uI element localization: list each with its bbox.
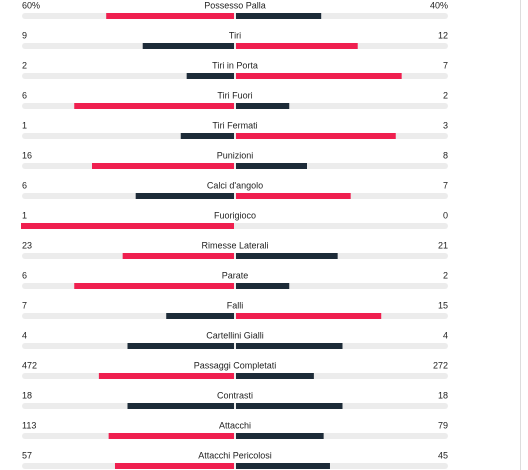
home-value: 113	[22, 420, 36, 430]
stat-label: Tiri in Porta	[212, 60, 258, 70]
away-bar	[236, 343, 343, 349]
away-value: 7	[443, 180, 448, 190]
away-bar	[236, 373, 314, 379]
away-value: 7	[443, 60, 448, 70]
home-bar	[21, 223, 234, 229]
away-bar	[236, 163, 307, 169]
bar-track	[22, 433, 448, 439]
bar-track	[22, 343, 448, 349]
home-value: 4	[22, 330, 27, 340]
home-bar	[74, 103, 234, 109]
home-bar	[92, 163, 234, 169]
home-bar	[127, 403, 234, 409]
away-value: 45	[438, 450, 448, 460]
bar-track	[22, 13, 448, 19]
home-bar	[114, 463, 234, 469]
home-value: 23	[22, 240, 32, 250]
away-value: 2	[443, 90, 448, 100]
bar-track	[22, 463, 448, 469]
away-bar	[236, 403, 343, 409]
away-value: 8	[443, 150, 448, 160]
home-bar	[127, 343, 234, 349]
home-value: 472	[22, 360, 37, 370]
bar-track	[22, 403, 448, 409]
bar-track	[22, 163, 448, 169]
stat-label: Attacchi Pericolosi	[198, 450, 272, 460]
away-value: 272	[433, 360, 448, 370]
stat-label: Contrasti	[217, 390, 253, 400]
home-bar	[122, 253, 234, 259]
away-value: 79	[438, 420, 448, 430]
home-bar	[108, 433, 234, 439]
away-bar	[236, 73, 402, 79]
away-bar	[236, 103, 290, 109]
away-bar	[236, 463, 330, 469]
bar-track	[22, 313, 448, 319]
stat-label: Tiri Fuori	[217, 90, 252, 100]
stat-label: Tiri Fermati	[212, 120, 257, 130]
stat-label: Rimesse Laterali	[201, 240, 268, 250]
away-bar	[236, 313, 382, 319]
away-bar	[236, 43, 358, 49]
home-value: 1	[22, 120, 27, 130]
home-value: 16	[22, 150, 32, 160]
home-bar	[142, 43, 234, 49]
bar-track	[22, 253, 448, 259]
away-value: 40%	[430, 0, 448, 10]
away-bar	[236, 13, 322, 19]
away-bar	[236, 133, 396, 139]
stat-label: Tiri	[229, 30, 241, 40]
away-value: 4	[443, 330, 448, 340]
away-value: 18	[438, 390, 448, 400]
away-bar	[236, 253, 338, 259]
home-value: 6	[22, 90, 27, 100]
home-value: 9	[22, 30, 27, 40]
home-value: 6	[22, 180, 27, 190]
away-value: 3	[443, 120, 448, 130]
away-value: 12	[438, 30, 448, 40]
home-value: 18	[22, 390, 32, 400]
away-value: 0	[443, 210, 448, 220]
home-value: 57	[22, 450, 32, 460]
stat-label: Punizioni	[217, 150, 254, 160]
stat-label: Fuorigioco	[214, 210, 256, 220]
away-value: 21	[438, 240, 448, 250]
home-bar	[180, 133, 234, 139]
away-bar	[236, 283, 290, 289]
home-bar	[166, 313, 234, 319]
home-bar	[135, 193, 234, 199]
stat-label: Passaggi Completati	[194, 360, 277, 370]
away-value: 15	[438, 300, 448, 310]
stat-label: Falli	[227, 300, 244, 310]
stat-label: Cartellini Gialli	[206, 330, 264, 340]
home-value: 1	[22, 210, 27, 220]
stat-label: Calci d'angolo	[207, 180, 263, 190]
home-value: 6	[22, 270, 27, 280]
bar-track	[22, 373, 448, 379]
home-bar	[106, 13, 234, 19]
home-bar	[186, 73, 234, 79]
stat-label: Possesso Palla	[204, 0, 266, 10]
home-value: 7	[22, 300, 27, 310]
home-bar	[98, 373, 234, 379]
away-bar	[236, 193, 351, 199]
bar-track	[22, 43, 448, 49]
home-bar	[74, 283, 234, 289]
home-value: 60%	[22, 0, 40, 10]
stat-label: Parate	[222, 270, 249, 280]
stat-label: Attacchi	[219, 420, 251, 430]
bar-track	[22, 193, 448, 199]
away-bar	[236, 433, 324, 439]
home-value: 2	[22, 60, 27, 70]
away-value: 2	[443, 270, 448, 280]
